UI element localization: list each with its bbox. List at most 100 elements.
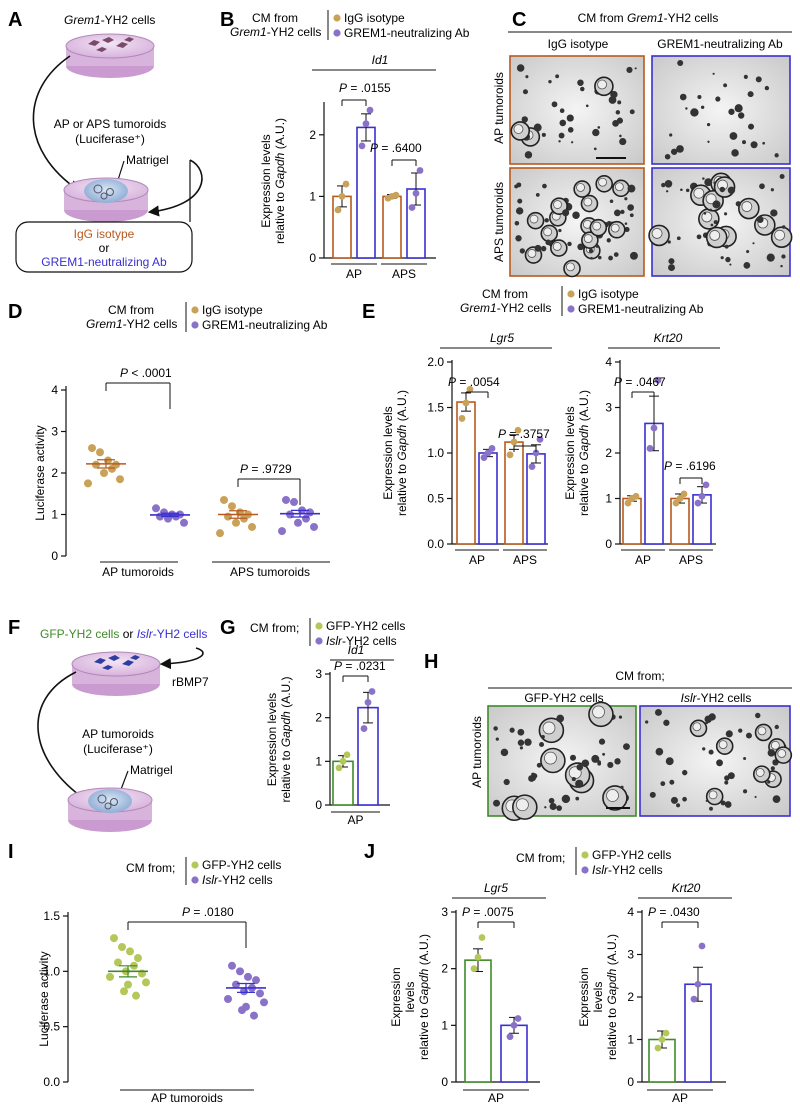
data-point xyxy=(238,1006,246,1015)
col-label-gfp: GFP-YH2 cells xyxy=(524,691,603,705)
legend-dot-igg xyxy=(333,14,341,22)
data-point xyxy=(532,449,540,457)
data-point xyxy=(248,522,256,531)
tumoroid-label: AP tumoroids xyxy=(82,727,154,741)
panel-f: F GFP-YH2 cells or Islr-YH2 cells rBMP7 … xyxy=(8,617,209,832)
data-point xyxy=(290,498,298,507)
col-label-islr: Islr-YH2 cells xyxy=(681,691,752,705)
data-point xyxy=(698,942,706,950)
chart-e-lgr5: Lgr5 0.0 0.5 1.0 1.5 2.0 Expression levels rela… xyxy=(381,331,552,567)
data-point xyxy=(220,495,228,504)
data-point xyxy=(470,965,478,973)
legend-grem1: GREM1-neutralizing Ab xyxy=(202,318,328,332)
y-tick-label: 3 xyxy=(605,401,612,415)
y-axis-label: relative to Gapdh (A.U.) xyxy=(279,676,293,802)
panel-letter: D xyxy=(8,301,22,323)
data-point xyxy=(334,206,342,214)
bar xyxy=(382,195,402,259)
y-axis-label: levels xyxy=(403,982,417,1013)
row-label-ap: AP tumoroids xyxy=(470,716,484,788)
bar xyxy=(504,441,524,545)
micro-aps-igg xyxy=(509,167,645,278)
data-point xyxy=(124,980,132,989)
legend-gfp: GFP-YH2 cells xyxy=(326,619,405,633)
legend-dot-gfp xyxy=(191,861,199,869)
y-tick-label: 2 xyxy=(309,128,316,142)
treatment-or: or xyxy=(99,241,110,255)
p-value: P = .0430 xyxy=(648,905,700,919)
panel-letter: G xyxy=(220,617,236,639)
y-tick-label: 2 xyxy=(605,446,612,460)
legend-cm: CM from xyxy=(482,287,528,301)
data-point xyxy=(134,954,142,963)
data-point xyxy=(624,499,632,507)
data-point xyxy=(510,438,518,446)
data-point xyxy=(142,978,150,987)
group-label: AP tumoroids xyxy=(102,565,174,579)
panel-g: G CM from; GFP-YH2 cells Islr-YH2 cells … xyxy=(220,617,405,827)
data-point xyxy=(114,958,122,967)
group-label: APS tumoroids xyxy=(230,565,310,579)
data-point xyxy=(506,1033,514,1041)
y-tick-label: 2 xyxy=(441,962,448,976)
data-point xyxy=(260,998,268,1007)
p-value: P < .0001 xyxy=(120,366,172,380)
data-point xyxy=(180,518,188,527)
y-tick-label: 4 xyxy=(605,355,612,369)
y-axis-label: relative to Gapdh (A.U.) xyxy=(417,934,431,1060)
y-tick-label: 1.5 xyxy=(43,909,60,923)
legend-igg: IgG isotype xyxy=(202,303,263,317)
data-point xyxy=(658,1036,666,1043)
legend-cm: CM from; xyxy=(516,851,565,865)
col-label-igg: IgG isotype xyxy=(548,37,609,51)
group-label: AP tumoroids xyxy=(151,1091,223,1105)
tumoroid-dish-icon xyxy=(67,787,153,832)
data-point xyxy=(694,980,702,988)
legend-islr: Islr-YH2 cells xyxy=(592,863,663,877)
chart-title: Krt20 xyxy=(654,331,683,345)
data-point xyxy=(338,193,346,200)
chart-d: 0 1 2 3 4 Luciferase activity AP tumoroids P < … xyxy=(33,366,330,579)
data-point xyxy=(232,980,240,989)
data-point xyxy=(662,1029,670,1037)
bar xyxy=(500,1024,528,1083)
micro-ap-islr xyxy=(639,705,793,817)
panel-letter: F xyxy=(8,617,20,639)
tumoroid-dish-icon xyxy=(63,177,149,222)
data-point xyxy=(484,449,492,457)
col-label-grem1: GREM1-neutralizing Ab xyxy=(657,37,783,51)
y-axis-label: relative to Gapdh (A.U.) xyxy=(395,390,409,516)
legend-dot-islr xyxy=(315,637,323,645)
group-label: AP xyxy=(469,553,485,567)
tumoroid-sublabel: (Luciferase⁺) xyxy=(83,742,153,756)
y-tick-label: 1 xyxy=(51,508,58,522)
data-point xyxy=(672,499,680,507)
data-point xyxy=(339,757,347,765)
group-label: AP xyxy=(672,1091,688,1105)
data-point xyxy=(335,764,343,772)
legend-cm-cells: Grem1-YH2 cells xyxy=(230,25,321,39)
chart-b: Id1 0 1 2 Expression levels relative to Gapdh… xyxy=(259,53,436,281)
data-point xyxy=(694,499,702,507)
data-point xyxy=(106,972,114,981)
y-tick-label: 1 xyxy=(441,1018,448,1032)
legend-cm: CM from xyxy=(108,303,154,317)
data-point xyxy=(680,490,688,498)
data-point xyxy=(92,460,100,469)
legend-dot-islr xyxy=(581,866,589,874)
y-tick-label: 1.5 xyxy=(427,401,444,415)
y-tick-label: 2 xyxy=(51,466,58,480)
data-point xyxy=(108,464,116,473)
data-point xyxy=(100,469,108,477)
y-axis-label: relative to Gapdh (A.U.) xyxy=(577,390,591,516)
data-point xyxy=(632,492,640,500)
y-axis-label: Expression levels xyxy=(265,693,279,786)
data-point xyxy=(126,947,134,956)
tumoroid-sublabel: (Luciferase⁺) xyxy=(75,132,145,146)
rbmp7-label: rBMP7 xyxy=(172,675,209,689)
legend-dot-grem1 xyxy=(567,305,575,313)
data-point xyxy=(536,435,544,443)
data-point xyxy=(690,995,698,1003)
